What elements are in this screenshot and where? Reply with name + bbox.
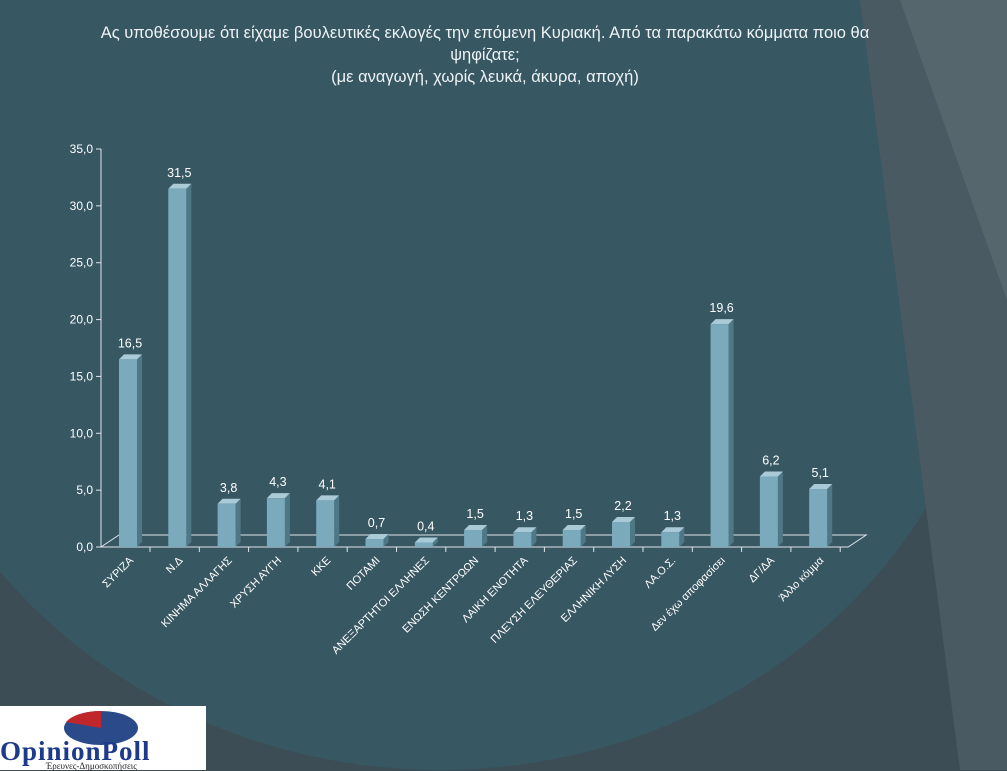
x-category-label: ΧΡΥΣΗ ΑΥΓΗ [228, 555, 284, 611]
y-tick-label: 35,0 [70, 142, 94, 156]
y-tick-label: 20,0 [70, 313, 94, 327]
bar-side [137, 354, 142, 547]
logo-globe-icon [64, 710, 138, 745]
bar-side [235, 498, 241, 547]
bar-value-label: 1,3 [516, 509, 533, 523]
bar-value-label: 19,6 [709, 301, 733, 315]
bar-top [266, 493, 290, 499]
bar-value-label: 31,5 [167, 166, 191, 180]
bar-value-label: 0,4 [417, 519, 434, 533]
bar-top [464, 524, 488, 530]
chart-title: Ας υποθέσουμε ότι είχαμε βουλευτικές εκλ… [40, 22, 930, 88]
title-line-1: Ας υποθέσουμε ότι είχαμε βουλευτικές εκλ… [100, 24, 870, 42]
bar-value-label: 1,5 [565, 507, 582, 521]
bar-side [186, 183, 192, 548]
bar [217, 503, 236, 547]
y-tick-label: 30,0 [70, 199, 94, 213]
y-tick-label: 25,0 [70, 256, 94, 270]
bar [562, 529, 581, 547]
bar-top [119, 354, 142, 360]
bar-side [531, 527, 537, 547]
bar [365, 539, 384, 547]
y-tick-label: 5,0 [76, 483, 93, 497]
bar-side [580, 524, 586, 547]
bar [661, 532, 680, 547]
bar-top [612, 516, 635, 522]
bar [266, 498, 285, 547]
bar-side [827, 484, 833, 547]
bar-value-label: 6,2 [762, 453, 779, 467]
bar-side [630, 516, 635, 547]
x-category-label: ΠΟΤΑΜΙ [344, 555, 382, 593]
x-category-label: ΠΛΕΥΣΗ ΕΛΕΥΘΕΡΙΑΣ [489, 555, 580, 646]
bar-side [334, 495, 340, 547]
bar-value-label: 0,7 [368, 516, 385, 530]
bar-top [365, 534, 389, 540]
bar-value-label: 4,3 [269, 475, 286, 489]
title-line-2: ψηφίζατε; [450, 46, 520, 64]
x-category-label: ΚΚΕ [309, 555, 333, 579]
bar [513, 532, 532, 547]
bar-value-label: 4,1 [319, 477, 336, 491]
bar-top [316, 495, 340, 501]
bar-top [809, 484, 833, 490]
bar-side [432, 537, 438, 547]
x-category-label: Άλλο κόμμα [777, 554, 827, 604]
bar-side [383, 534, 389, 547]
x-category-label: ΔΓ/ΔΑ [747, 554, 778, 585]
bar [612, 521, 630, 547]
bar-side [679, 527, 685, 547]
x-category-label: ΣΥΡΙΖΑ [100, 554, 136, 590]
opinionpoll-logo: OpinionPoll Έρευνες-Δημοσκοπήσεις [0, 706, 206, 771]
bar-value-label: 2,2 [614, 499, 631, 513]
bar-top [513, 527, 537, 533]
bar-value-label: 1,5 [466, 507, 483, 521]
bar-top [562, 524, 586, 530]
bar-top [168, 183, 192, 189]
bar [119, 359, 137, 547]
title-line-3: (με αναγωγή, χωρίς λευκά, άκυρα, αποχή) [331, 68, 639, 86]
bar-side [284, 493, 290, 547]
bar-side [728, 319, 734, 547]
bar [710, 324, 729, 547]
y-tick-label: 10,0 [70, 426, 94, 440]
bar-side [482, 524, 488, 547]
x-category-label: Ν.Δ [164, 554, 186, 576]
bar [168, 188, 187, 548]
bar-top [759, 471, 783, 477]
bar-value-label: 5,1 [812, 466, 829, 480]
bar-top [414, 537, 438, 543]
bar-top [217, 498, 241, 504]
bar [759, 476, 778, 547]
logo-tagline: Έρευνες-Δημοσκοπήσεις [46, 761, 137, 771]
y-tick-label: 15,0 [70, 369, 94, 383]
logo-name: OpinionPoll [0, 736, 151, 766]
bar-top [710, 319, 734, 325]
y-tick-label: 0,0 [76, 540, 93, 554]
bar [809, 489, 828, 547]
bar [464, 529, 483, 547]
chart-floor [99, 534, 868, 548]
x-category-label: ΑΝΕΞΑΡΤΗΤΟΙ ΕΛΛΗΝΕΣ [330, 555, 432, 657]
x-category-label: ΛΑ.Ο.Σ. [642, 555, 678, 591]
bar-top [661, 527, 685, 533]
bar [414, 542, 433, 547]
bar-side [777, 471, 783, 547]
bar-value-label: 16,5 [118, 336, 142, 350]
bar-value-label: 3,8 [220, 481, 237, 495]
bar [316, 500, 335, 547]
bar-value-label: 1,3 [664, 509, 681, 523]
